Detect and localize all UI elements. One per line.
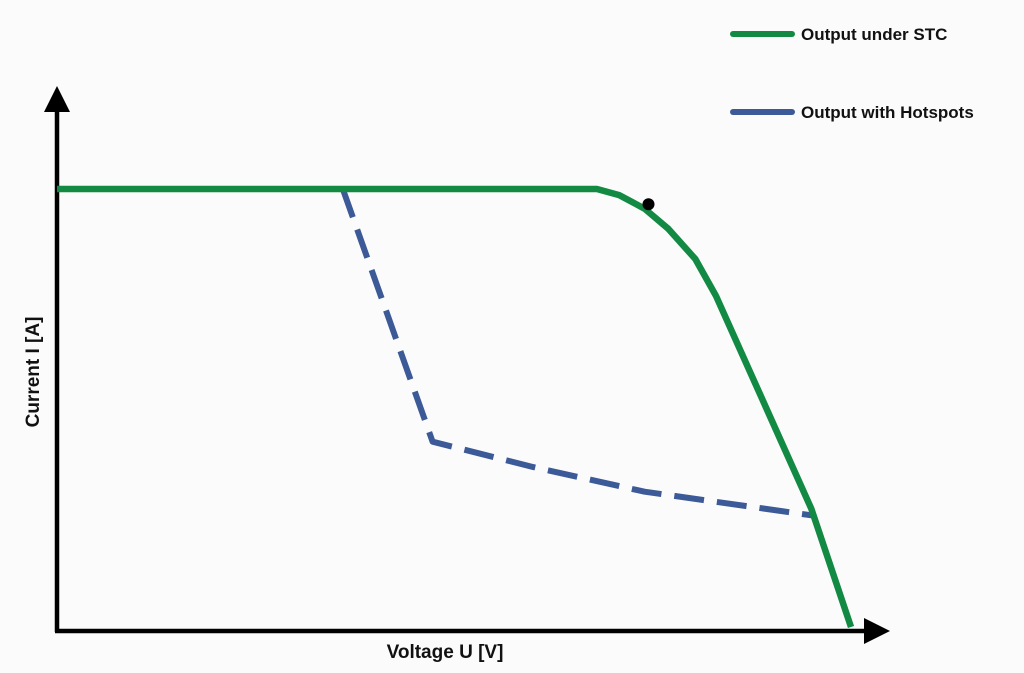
series-line-stc: [57, 185, 855, 629]
y-axis-label: Current I [A]: [23, 317, 44, 428]
marker-layer: [642, 198, 655, 211]
x-axis-label: Voltage U [V]: [387, 642, 504, 663]
y-axis-arrowhead: [44, 86, 70, 112]
x-axis-arrowhead: [864, 618, 890, 644]
legend-label-hotspots: Output with Hotspots: [801, 103, 974, 122]
mpp-marker-point: [642, 198, 655, 211]
legend: Output under STC Output with Hotspots: [730, 25, 974, 122]
series-layer: [57, 185, 855, 629]
legend-label-stc: Output under STC: [801, 25, 947, 44]
series-line-hotspots: [339, 187, 812, 519]
